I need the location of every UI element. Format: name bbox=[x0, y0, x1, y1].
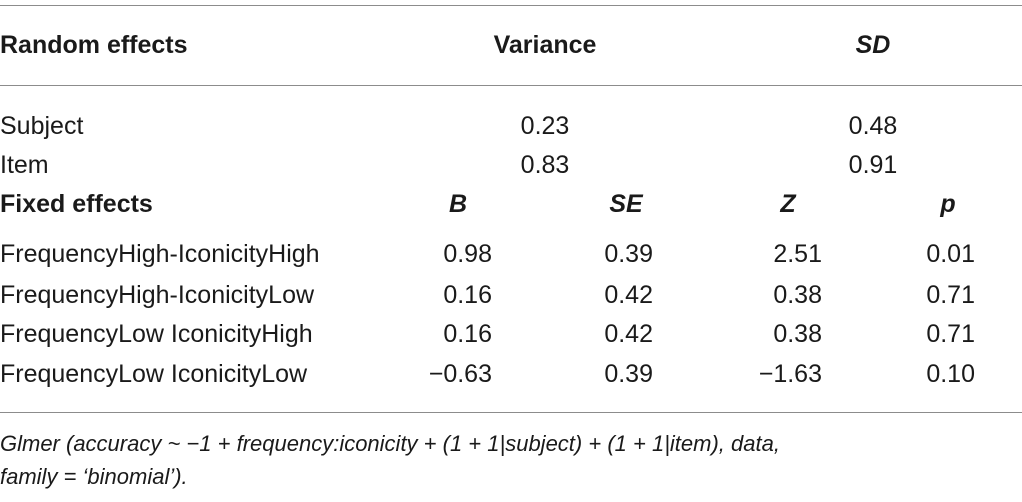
sd-value: 0.48 bbox=[848, 112, 898, 140]
p-value: 0.10 bbox=[926, 360, 975, 388]
p-header: p bbox=[940, 190, 956, 218]
z-value: 0.38 bbox=[773, 320, 822, 348]
b-value: 0.98 bbox=[443, 240, 492, 268]
random-effects-header: Random effects bbox=[0, 31, 188, 59]
se-value: 0.39 bbox=[604, 360, 653, 388]
header-rule bbox=[0, 85, 1022, 86]
b-value: 0.16 bbox=[443, 281, 492, 309]
p-value: 0.71 bbox=[926, 281, 975, 309]
z-value: −1.63 bbox=[758, 360, 822, 388]
fixed-row-label: FrequencyHigh-IconicityLow bbox=[0, 281, 315, 309]
fixed-effects-header: Fixed effects bbox=[0, 190, 153, 218]
se-header: SE bbox=[609, 190, 643, 218]
random-row-label: Item bbox=[0, 151, 49, 179]
fixed-row-label: FrequencyLow IconicityHigh bbox=[0, 320, 313, 348]
table-top-rule bbox=[0, 5, 1022, 6]
footnote-line-2: family = ‘binomial’). bbox=[0, 464, 188, 489]
se-value: 0.42 bbox=[604, 320, 653, 348]
b-value: 0.16 bbox=[443, 320, 492, 348]
p-value: 0.71 bbox=[926, 320, 975, 348]
p-value: 0.01 bbox=[926, 240, 975, 268]
se-value: 0.42 bbox=[604, 281, 653, 309]
b-header: B bbox=[448, 190, 468, 218]
variance-value: 0.23 bbox=[520, 112, 570, 140]
b-value: −0.63 bbox=[428, 360, 492, 388]
sd-header: SD bbox=[855, 31, 891, 59]
variance-header: Variance bbox=[493, 31, 597, 59]
fixed-row-label: FrequencyHigh-IconicityHigh bbox=[0, 240, 320, 268]
z-value: 0.38 bbox=[773, 281, 822, 309]
random-row-label: Subject bbox=[0, 112, 84, 140]
fixed-row-label: FrequencyLow IconicityLow bbox=[0, 360, 308, 388]
table-bottom-rule bbox=[0, 412, 1022, 413]
footnote-line-1: Glmer (accuracy ~ −1 + frequency:iconici… bbox=[0, 431, 780, 456]
z-header: Z bbox=[780, 190, 796, 218]
se-value: 0.39 bbox=[604, 240, 653, 268]
sd-value: 0.91 bbox=[848, 151, 898, 179]
variance-value: 0.83 bbox=[520, 151, 570, 179]
z-value: 2.51 bbox=[773, 240, 822, 268]
